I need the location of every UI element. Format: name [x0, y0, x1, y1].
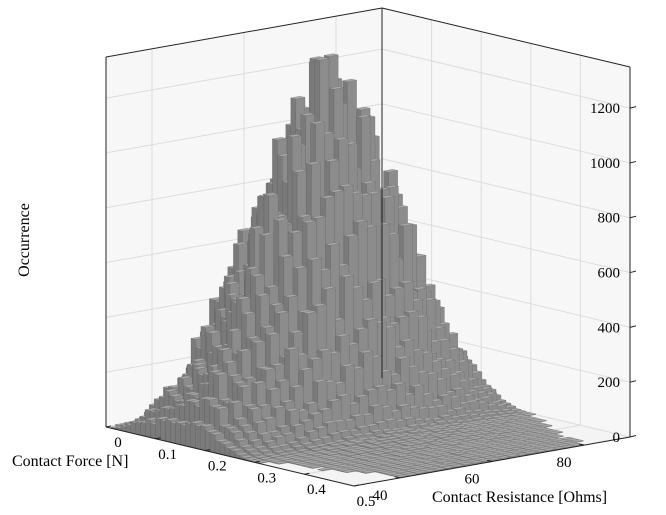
y-axis-title: Contact Force [N] — [12, 453, 128, 470]
z-tick-label: 800 — [598, 211, 621, 227]
z-tick-label: 200 — [598, 375, 621, 391]
z-tick-label: 600 — [598, 266, 621, 282]
z-tick-label: 400 — [598, 320, 621, 336]
x-tick-label: 0.3 — [257, 470, 276, 486]
z-axis-title: Occurrence — [16, 203, 33, 277]
x-tick-label: 0 — [114, 435, 122, 451]
y-tick-label: 60 — [465, 472, 480, 488]
y-tick-label: 40 — [373, 488, 388, 504]
y-tick-label: 80 — [557, 455, 572, 471]
z-tick-label: 1000 — [590, 156, 620, 172]
x-tick-label: 0.2 — [208, 459, 227, 475]
x-tick-label: 0.4 — [307, 482, 326, 498]
x-tick-label: 0.1 — [158, 447, 177, 463]
z-tick-label: 1200 — [590, 101, 620, 117]
z-tick-label: 0 — [613, 430, 621, 446]
x-axis-title: Contact Resistance [Ohms] — [432, 489, 607, 506]
